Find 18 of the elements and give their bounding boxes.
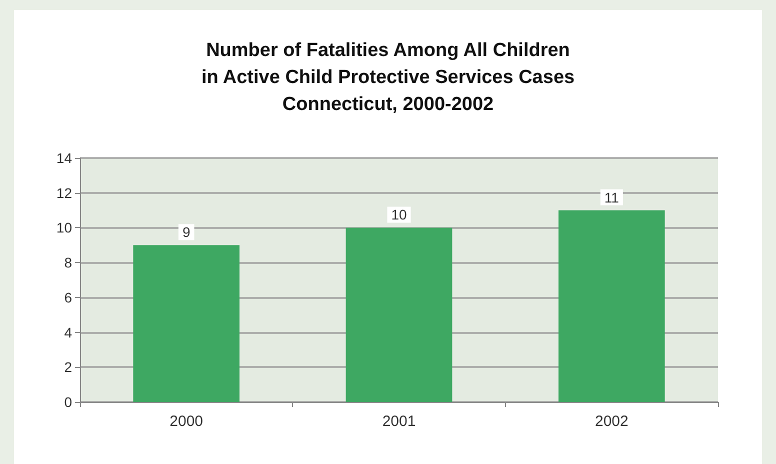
y-tick-label: 14 bbox=[56, 150, 72, 166]
y-tick-label: 6 bbox=[64, 289, 72, 306]
data-label: 11 bbox=[604, 189, 620, 206]
bar bbox=[558, 210, 665, 402]
x-tick-label: 2000 bbox=[170, 413, 204, 430]
y-tick-label: 0 bbox=[64, 394, 72, 410]
bar bbox=[133, 245, 240, 402]
x-tick-label: 2002 bbox=[594, 413, 628, 430]
bar bbox=[346, 228, 452, 402]
chart-title: Number of Fatalities Among All Children in Active Child Protective Services Cases Connecticut, 2000-2002 bbox=[201, 40, 575, 115]
y-tick-label: 4 bbox=[64, 324, 72, 340]
y-tick-label: 8 bbox=[64, 254, 72, 271]
y-tick-label: 12 bbox=[56, 184, 72, 201]
y-tick-label: 2 bbox=[64, 359, 72, 376]
data-label: 10 bbox=[391, 206, 407, 223]
data-label: 9 bbox=[182, 224, 190, 240]
x-tick-label: 2001 bbox=[382, 413, 416, 430]
y-tick-label: 10 bbox=[56, 220, 72, 236]
